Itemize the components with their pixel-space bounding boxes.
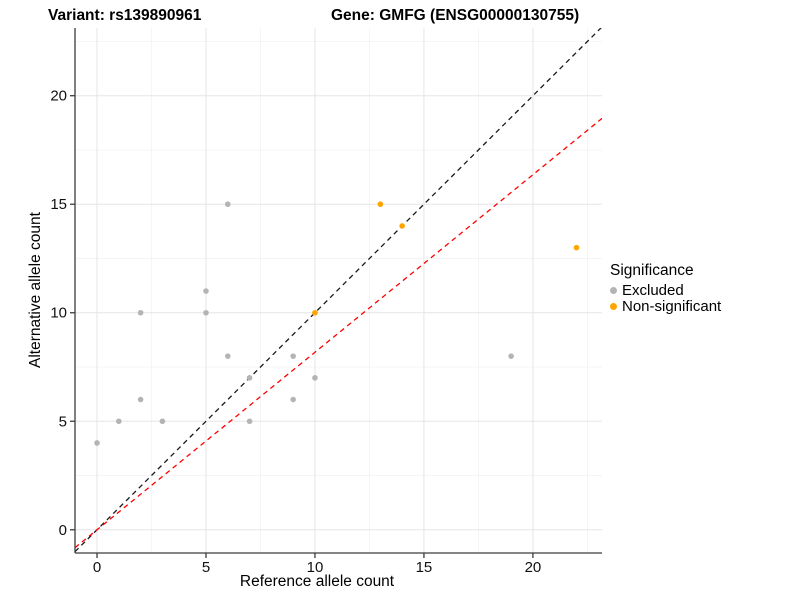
x-axis-title: Reference allele count bbox=[239, 573, 395, 590]
ratio-line bbox=[75, 117, 602, 549]
data-point-excluded bbox=[94, 440, 100, 446]
data-point-non-significant bbox=[399, 223, 405, 229]
data-point-excluded bbox=[290, 353, 296, 359]
legend-item-excluded: Excluded bbox=[610, 282, 721, 300]
data-point-excluded bbox=[203, 309, 209, 316]
data-point-excluded bbox=[203, 288, 209, 294]
data-point-excluded bbox=[290, 396, 296, 403]
data-point-excluded bbox=[246, 418, 253, 425]
data-point-excluded bbox=[508, 353, 514, 359]
legend-title: Significance bbox=[610, 262, 694, 279]
y-axis-title: Alternative allele count bbox=[27, 212, 44, 368]
data-point-excluded bbox=[116, 418, 122, 425]
x-tick-label: 15 bbox=[416, 559, 433, 576]
data-point-non-significant bbox=[377, 201, 384, 208]
data-point-excluded bbox=[159, 418, 166, 425]
legend-item-label-excluded: Excluded bbox=[622, 282, 684, 300]
identity-line bbox=[75, 28, 602, 553]
x-tick-label: 10 bbox=[307, 559, 324, 576]
legend-item-non-significant: Non-significant bbox=[610, 297, 722, 315]
plot-title-gene: Gene: GMFG (ENSG00000130755) bbox=[331, 7, 580, 24]
data-point-excluded bbox=[224, 353, 231, 359]
excluded-dot-icon bbox=[610, 287, 617, 295]
data-point-non-significant bbox=[573, 244, 580, 251]
legend: Significance Excluded Non-significant bbox=[610, 262, 722, 315]
x-tick-label: 20 bbox=[525, 559, 542, 576]
data-point-excluded bbox=[224, 201, 231, 208]
y-tick-label: 20 bbox=[50, 88, 67, 105]
x-tick-label: 5 bbox=[202, 559, 210, 576]
data-point-excluded bbox=[137, 309, 144, 316]
non-significant-dot-icon bbox=[610, 302, 617, 310]
data-point-non-significant bbox=[312, 309, 318, 316]
y-tick-label: 0 bbox=[59, 522, 67, 539]
legend-item-label-non-significant: Non-significant bbox=[622, 297, 722, 315]
y-tick-label: 15 bbox=[50, 196, 67, 213]
y-tick-label: 5 bbox=[59, 413, 67, 430]
data-point-excluded bbox=[246, 375, 253, 381]
plot-title-variant: Variant: rs139890961 bbox=[48, 7, 202, 24]
data-point-excluded bbox=[312, 375, 318, 381]
y-tick-label: 10 bbox=[50, 305, 67, 322]
data-point-excluded bbox=[137, 396, 144, 403]
x-tick-label: 0 bbox=[93, 559, 101, 576]
